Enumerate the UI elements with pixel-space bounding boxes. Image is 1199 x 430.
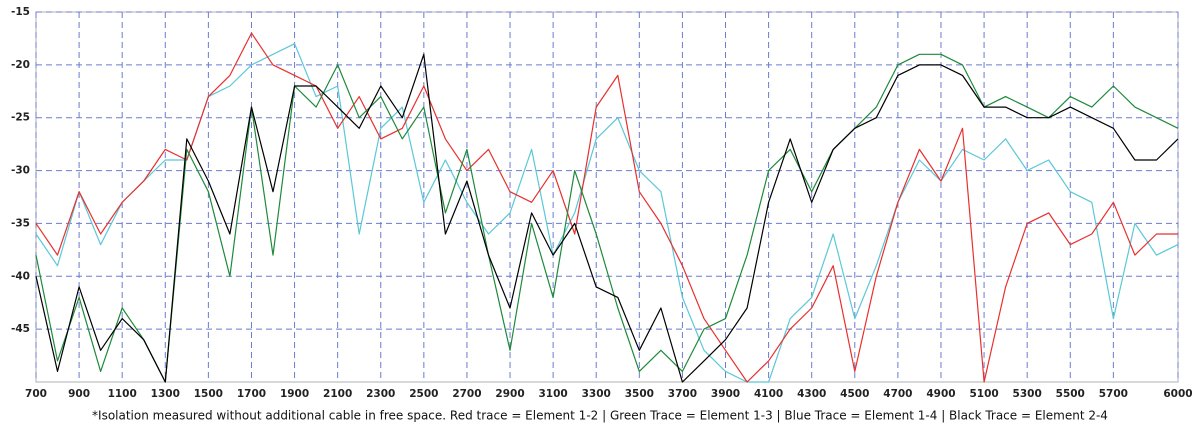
y-tick-label: -20 — [11, 59, 30, 71]
plot-frame — [35, 11, 1179, 383]
x-tick-label: 3700 — [668, 388, 697, 400]
x-tick-label: 3100 — [539, 388, 568, 400]
trace — [35, 53, 1179, 383]
y-tick-label: -45 — [11, 323, 30, 335]
x-tick-label: 1700 — [237, 388, 266, 400]
x-tick-label: 4300 — [797, 388, 826, 400]
x-tick-label: 5100 — [969, 388, 998, 400]
caption: *Isolation measured without additional c… — [92, 409, 1108, 423]
x-tick-label: 4500 — [840, 388, 869, 400]
x-tick-label: 4100 — [754, 388, 783, 400]
x-tick-label: 5300 — [1013, 388, 1042, 400]
trace — [35, 43, 1179, 383]
x-tick-label: 5700 — [1099, 388, 1128, 400]
x-tick-label: 6000 — [1163, 388, 1192, 400]
x-tick-label: 4700 — [883, 388, 912, 400]
x-tick-label: 2700 — [452, 388, 481, 400]
x-tick-label: 1300 — [151, 388, 180, 400]
y-tick-label: -35 — [11, 217, 30, 229]
x-tick-label: 2300 — [366, 388, 395, 400]
x-tick-label: 4900 — [926, 388, 955, 400]
x-tick-label: 1500 — [194, 388, 223, 400]
x-tick-label: 3900 — [711, 388, 740, 400]
y-tick-label: -25 — [11, 112, 30, 124]
y-tick-label: -30 — [11, 165, 30, 177]
x-tick-label: 1900 — [280, 388, 309, 400]
x-tick-label: 700 — [25, 388, 47, 400]
x-tick-label: 3500 — [625, 388, 654, 400]
trace — [35, 32, 1178, 383]
y-tick-label: -40 — [11, 270, 30, 282]
x-tick-label: 2500 — [409, 388, 438, 400]
x-tick-label: 5500 — [1056, 388, 1085, 400]
x-tick-label: 1100 — [108, 388, 137, 400]
x-tick-label: 900 — [68, 388, 90, 400]
x-tick-label: 3300 — [582, 388, 611, 400]
trace — [35, 53, 1179, 383]
y-tick-label: -15 — [11, 6, 30, 18]
x-tick-label: 2100 — [323, 388, 352, 400]
x-tick-label: 2900 — [495, 388, 524, 400]
